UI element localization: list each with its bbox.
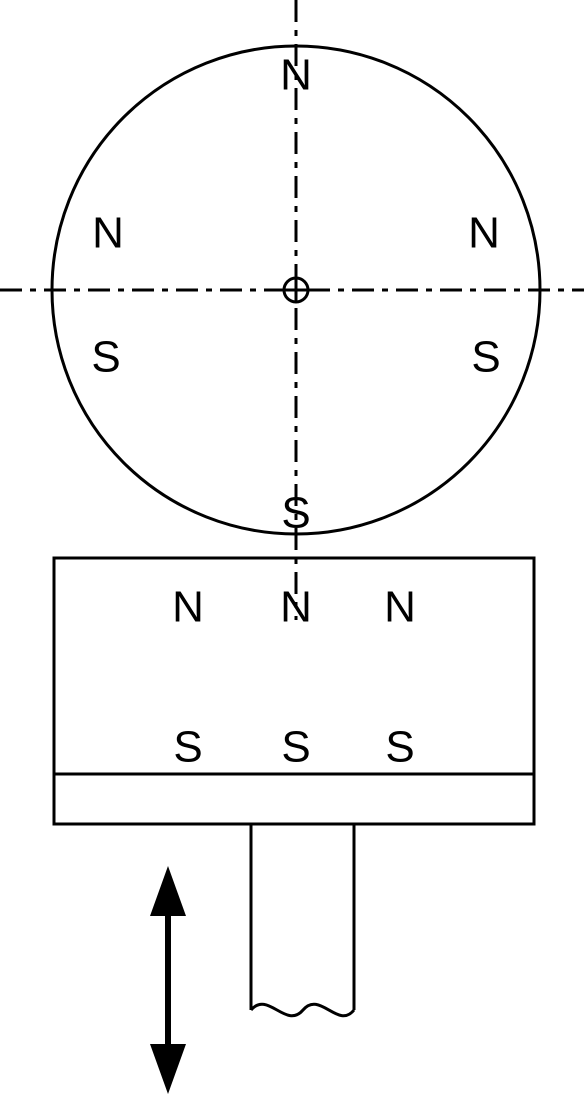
diagram: NNNSSS NNNSSS — [0, 0, 584, 1116]
label-blk-s3: S — [385, 723, 414, 772]
label-blk-n3: N — [384, 583, 416, 632]
label-blk-s1: S — [173, 723, 202, 772]
label-s-right: S — [471, 333, 500, 382]
label-s-bottom: S — [281, 489, 310, 538]
label-n-top: N — [280, 51, 312, 100]
label-n-left: N — [92, 209, 124, 258]
label-s-left: S — [91, 333, 120, 382]
label-blk-n2: N — [280, 583, 312, 632]
label-blk-n1: N — [172, 583, 204, 632]
label-n-right: N — [468, 209, 500, 258]
label-blk-s2: S — [281, 723, 310, 772]
